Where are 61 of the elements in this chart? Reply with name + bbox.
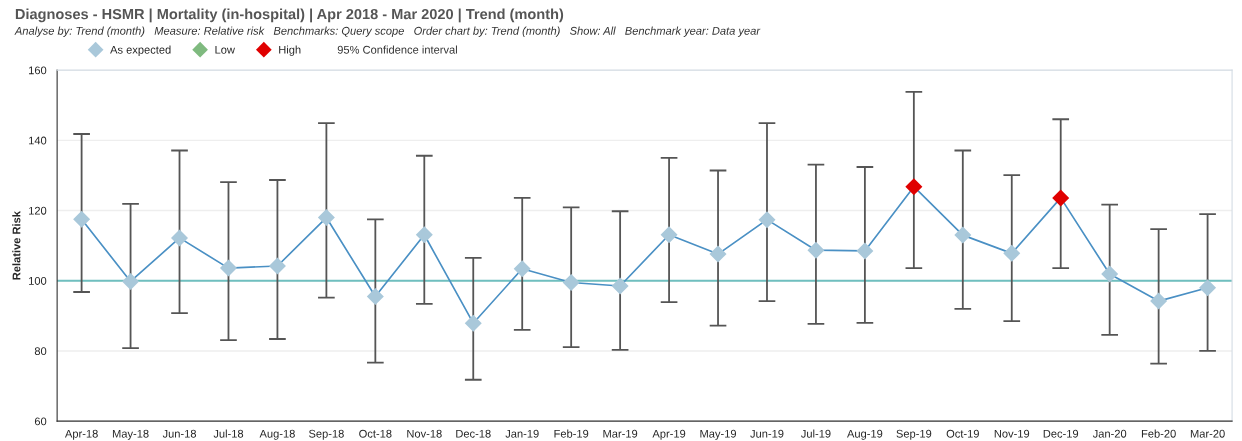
- x-tick-label: Aug-19: [847, 429, 883, 440]
- legend-label: Low: [215, 45, 235, 54]
- x-tick-label: Apr-18: [64, 429, 98, 440]
- point: [562, 273, 580, 291]
- point: [219, 259, 237, 277]
- x-tick-label: May-18: [112, 429, 149, 440]
- x-tick-label: May-19: [700, 429, 737, 440]
- x-tick-label: Jun-18: [162, 429, 197, 438]
- x-tick-label: Jun-19: [750, 429, 784, 438]
- point: [268, 257, 286, 275]
- point: [171, 229, 189, 247]
- point: [1003, 244, 1021, 262]
- x-tick-label: Jan-19: [505, 429, 539, 438]
- point: [709, 245, 727, 263]
- point: [317, 209, 335, 227]
- point: [905, 178, 923, 196]
- x-tick-label: Jul-19: [800, 429, 831, 438]
- point: [73, 210, 91, 228]
- y-axis-title: Relative Risk: [12, 211, 21, 280]
- text: 95% Confidence interval: [337, 45, 457, 54]
- x-tick-label: Feb-19: [554, 429, 589, 438]
- point: [1101, 265, 1119, 283]
- point: [366, 288, 384, 306]
- point: [1052, 189, 1070, 207]
- y-tick-label: 120: [29, 206, 47, 215]
- chart-title: Diagnoses - HSMR | Mortality (in-hospital) | Apr 2018 - Mar 2020 | Trend (month): [15, 8, 564, 23]
- x-tick-label: Sep-19: [896, 429, 932, 440]
- chart-subtitle: Analyse by: Trend (month) Measure: Relative risk Benchmarks: Query scope Order chart by: Trend (month) Show: All Benchmark year: Data year: [14, 26, 761, 37]
- x-tick-label: Nov-19: [994, 429, 1030, 438]
- y-tick-label: 160: [29, 66, 47, 75]
- x-tick-label: Jan-20: [1092, 429, 1127, 438]
- x-tick-label: Dec-18: [456, 429, 491, 438]
- point: [954, 226, 972, 244]
- point: [464, 314, 482, 332]
- y-tick-label: 100: [29, 277, 47, 285]
- legend-label: As expected: [110, 45, 171, 56]
- x-tick-label: Aug-18: [259, 429, 295, 440]
- x-tick-label: Mar-19: [603, 429, 638, 438]
- x-tick-label: Nov-18: [407, 429, 442, 438]
- point: [611, 277, 629, 295]
- point: [415, 226, 433, 244]
- y-tick-label: 80: [34, 347, 47, 356]
- x-tick-label: Dec-19: [1043, 429, 1079, 438]
- x-tick-label: Feb-20: [1141, 429, 1176, 438]
- y-tick-label: 140: [29, 136, 47, 145]
- point: [1199, 279, 1217, 297]
- x-tick-label: Oct-19: [946, 429, 979, 438]
- point: [122, 272, 140, 290]
- x-tick-label: Mar-20: [1190, 429, 1225, 438]
- x-tick-label: Sep-18: [308, 429, 344, 440]
- x-tick-label: Oct-18: [359, 429, 392, 438]
- y-tick-label: 60: [34, 417, 47, 426]
- point: [758, 211, 776, 229]
- legend-label: High: [279, 45, 301, 56]
- x-tick-label: Jul-18: [213, 429, 244, 438]
- point: [856, 242, 874, 260]
- point: [660, 226, 678, 244]
- point: [1150, 292, 1168, 310]
- point: [807, 241, 825, 259]
- x-tick-label: Apr-19: [652, 429, 686, 440]
- point: [513, 260, 531, 278]
